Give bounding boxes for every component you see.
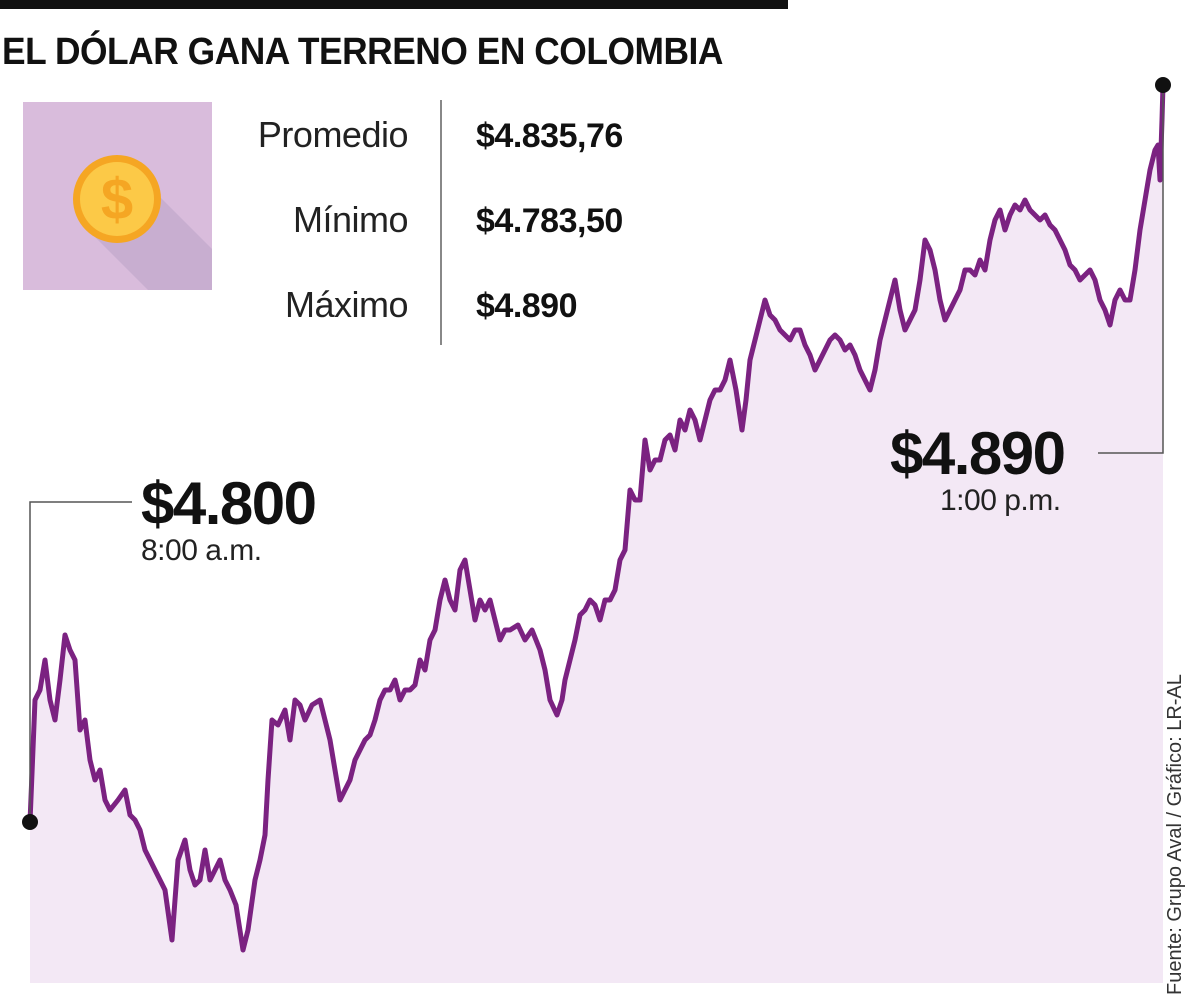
chart-title: EL DÓLAR GANA TERRENO EN COLOMBIA (2, 31, 723, 73)
end-callout-value: $4.890 (890, 420, 1066, 487)
stat-label-minimo: Mínimo (292, 199, 409, 240)
start-callout-value: $4.800 (141, 470, 317, 537)
stat-label-promedio: Promedio (257, 114, 409, 155)
svg-text:$: $ (101, 167, 133, 232)
stat-value-maximo: $4.890 (476, 287, 578, 325)
source-credit: Fuente: Grupo Aval / Gráfico: LR-AL (1164, 674, 1186, 995)
end-callout-time: 1:00 p.m. (940, 484, 1061, 517)
area-fill (30, 85, 1163, 983)
stat-value-minimo: $4.783,50 (476, 202, 623, 240)
dollar-coin-icon-graphic: $ (73, 155, 212, 290)
stat-value-promedio: $4.835,76 (476, 117, 623, 155)
top-rule (0, 0, 788, 9)
start-leader-line (29, 501, 132, 820)
price-line (27, 84, 1166, 953)
start-callout-time: 8:00 a.m. (141, 534, 262, 567)
stats-divider (440, 100, 442, 345)
dollar-coin-icon: $ (23, 102, 212, 290)
stat-label-maximo: Máximo (284, 284, 409, 325)
start-point-marker (22, 814, 38, 830)
end-point-marker (1155, 77, 1171, 93)
end-leader-line (1098, 85, 1164, 454)
